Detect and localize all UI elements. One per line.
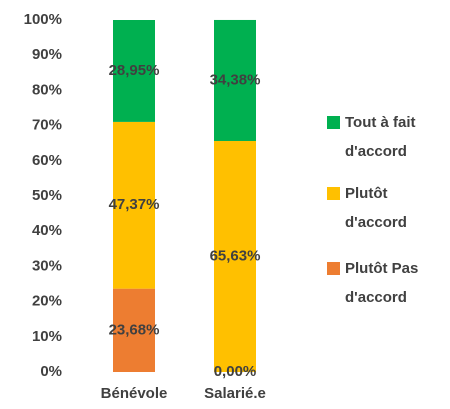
legend-label: Plutôt d'accord <box>345 185 407 231</box>
y-tick-label: 0% <box>40 363 62 380</box>
value-label: 0,00% <box>214 363 257 380</box>
value-label: 28,95% <box>109 62 160 79</box>
legend-swatch <box>327 116 340 129</box>
value-label: 47,37% <box>109 196 160 213</box>
bar-segment <box>214 19 256 141</box>
y-tick-label: 30% <box>32 257 62 274</box>
value-label: 23,68% <box>109 321 160 338</box>
bar-segment <box>214 140 256 372</box>
value-label: 34,38% <box>210 71 261 88</box>
legend-swatch <box>327 187 340 200</box>
legend-label: Tout à fait d'accord <box>345 114 416 160</box>
y-tick-label: 70% <box>32 117 62 134</box>
y-tick-label: 40% <box>32 222 62 239</box>
y-tick-label: 100% <box>24 11 62 28</box>
bar-segment <box>113 288 155 372</box>
y-tick-label: 20% <box>32 293 62 310</box>
value-label: 65,63% <box>210 247 261 264</box>
y-tick-label: 60% <box>32 152 62 169</box>
x-tick-label: Bénévole <box>101 385 168 402</box>
bar-segment <box>113 20 155 122</box>
legend-swatch <box>327 262 340 275</box>
y-tick-label: 50% <box>32 187 62 204</box>
legend-label: Plutôt Pas d'accord <box>345 260 419 306</box>
y-tick-label: 10% <box>32 328 62 345</box>
y-tick-label: 80% <box>32 81 62 98</box>
x-tick-label: Salarié.e <box>204 385 266 402</box>
y-tick-label: 90% <box>32 46 62 63</box>
bar-segment <box>113 121 155 289</box>
